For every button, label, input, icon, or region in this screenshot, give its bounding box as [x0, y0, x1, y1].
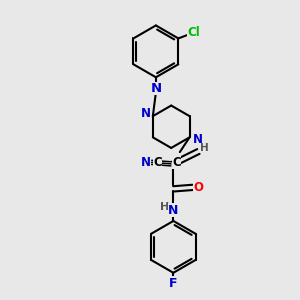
Text: C: C	[172, 156, 181, 169]
Text: Cl: Cl	[187, 26, 200, 39]
Text: N: N	[168, 204, 178, 217]
Text: N: N	[150, 82, 161, 95]
Text: N: N	[193, 133, 203, 146]
Text: N: N	[141, 156, 151, 169]
Text: H: H	[160, 202, 170, 212]
Text: F: F	[169, 277, 178, 290]
Text: O: O	[194, 181, 203, 194]
Text: C: C	[153, 156, 162, 169]
Text: H: H	[200, 143, 209, 153]
Text: N: N	[140, 107, 151, 120]
